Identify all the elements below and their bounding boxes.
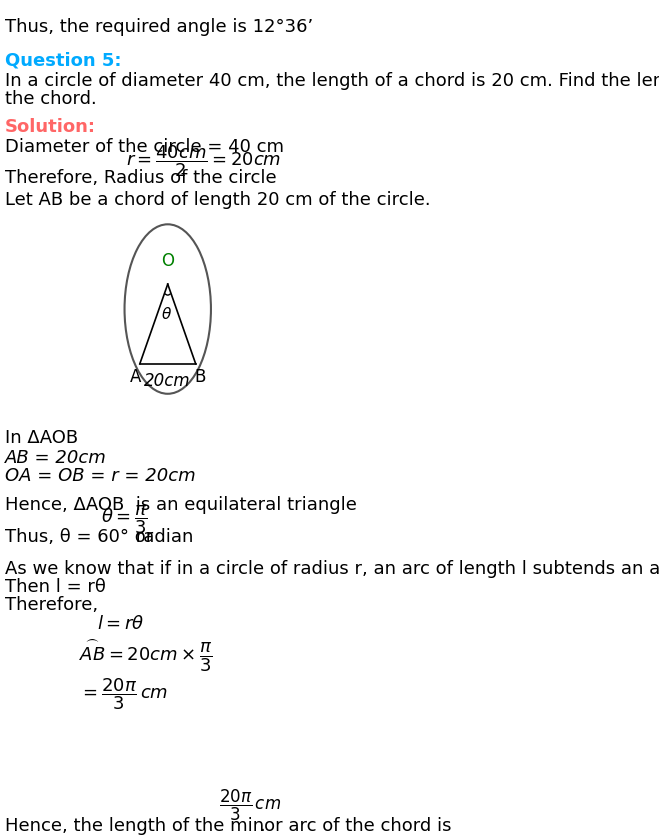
Text: A: A — [130, 368, 142, 386]
Text: Then l = rθ: Then l = rθ — [5, 578, 106, 596]
Text: 20cm: 20cm — [144, 372, 191, 390]
Text: Thus, θ = 60° or: Thus, θ = 60° or — [5, 528, 154, 546]
Text: $l = r\theta$: $l = r\theta$ — [97, 615, 144, 633]
Text: O: O — [161, 252, 174, 270]
Text: $\theta = \dfrac{\pi}{3}$: $\theta = \dfrac{\pi}{3}$ — [101, 503, 147, 536]
Text: Therefore, Radius of the circle: Therefore, Radius of the circle — [5, 170, 277, 187]
Text: Thus, the required angle is 12°36’: Thus, the required angle is 12°36’ — [5, 18, 313, 36]
Text: $\theta$: $\theta$ — [161, 306, 172, 322]
Text: Therefore,: Therefore, — [5, 596, 98, 614]
Text: B: B — [194, 368, 206, 386]
Text: AB = 20cm: AB = 20cm — [5, 449, 107, 466]
Text: the chord.: the chord. — [5, 90, 97, 108]
Text: .: . — [259, 817, 265, 836]
Text: In ΔAOB: In ΔAOB — [5, 428, 78, 447]
Text: Hence, ΔAOB  is an equilateral triangle: Hence, ΔAOB is an equilateral triangle — [5, 496, 357, 514]
Text: As we know that if in a circle of radius r, an arc of length l subtends an angle: As we know that if in a circle of radius… — [5, 560, 659, 578]
Text: $r = \dfrac{40cm}{2} = 20cm$: $r = \dfrac{40cm}{2} = 20cm$ — [126, 144, 281, 179]
Text: Solution:: Solution: — [5, 118, 96, 135]
Text: OA = OB = r = 20cm: OA = OB = r = 20cm — [5, 466, 196, 485]
Text: $\overset{\frown}{AB} = 20cm \times \dfrac{\pi}{3}$: $\overset{\frown}{AB} = 20cm \times \dfr… — [79, 638, 212, 675]
Text: In a circle of diameter 40 cm, the length of a chord is 20 cm. Find the length o: In a circle of diameter 40 cm, the lengt… — [5, 71, 659, 90]
Text: radian: radian — [130, 528, 194, 546]
Text: $= \dfrac{20\pi}{3}\,cm$: $= \dfrac{20\pi}{3}\,cm$ — [79, 676, 168, 711]
Text: Let AB be a chord of length 20 cm of the circle.: Let AB be a chord of length 20 cm of the… — [5, 192, 431, 209]
Text: Diameter of the circle = 40 cm: Diameter of the circle = 40 cm — [5, 138, 284, 155]
Text: $\dfrac{20\pi}{3}\,cm$: $\dfrac{20\pi}{3}\,cm$ — [219, 788, 281, 823]
Text: Hence, the length of the minor arc of the chord is: Hence, the length of the minor arc of th… — [5, 817, 451, 836]
Text: Question 5:: Question 5: — [5, 52, 121, 70]
